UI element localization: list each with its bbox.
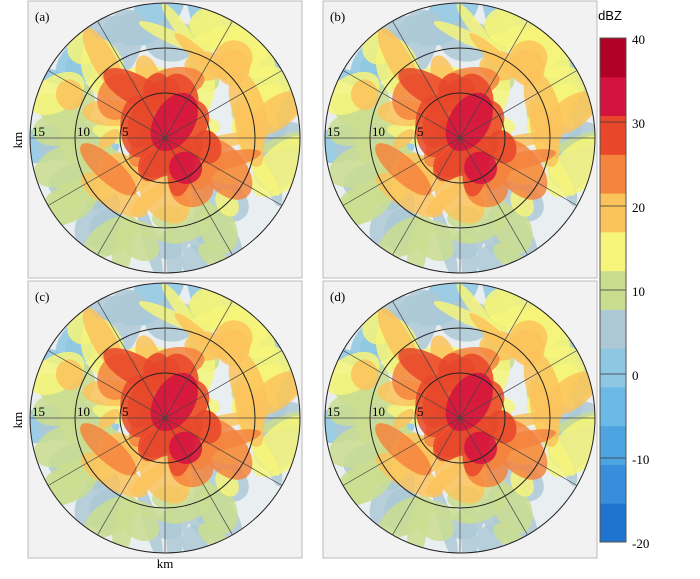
range-label: 15 — [327, 124, 340, 139]
colorbar-band — [600, 348, 626, 387]
colorbar-band — [600, 309, 626, 348]
range-label: 5 — [417, 124, 424, 139]
colorbar-band — [600, 38, 626, 77]
colorbar-band — [600, 116, 626, 155]
axis-label: km — [10, 412, 25, 429]
range-label: 15 — [32, 124, 45, 139]
colorbar-band — [600, 193, 626, 232]
colorbar-tick-label: -10 — [632, 452, 649, 467]
colorbar-title: dBZ — [598, 8, 622, 23]
colorbar-tick-label: 30 — [632, 116, 645, 131]
colorbar-band — [600, 503, 626, 542]
colorbar-band — [600, 387, 626, 426]
colorbar-tick-label: 40 — [632, 32, 645, 47]
range-label: 15 — [327, 404, 340, 419]
colorbar-band — [600, 154, 626, 193]
colorbar-tick-label: -20 — [632, 536, 649, 551]
colorbar-band — [600, 77, 626, 116]
figure: dBZ (a) 15 10 5 (b) 15 10 5 (c) 15 10 5 (d) 15 10 5 km km… — [0, 0, 700, 574]
range-label: 5 — [122, 124, 129, 139]
range-label: 10 — [372, 124, 385, 139]
panel-label: (a) — [35, 9, 49, 24]
panel-label: (c) — [35, 289, 49, 304]
colorbar-tick-label: 10 — [632, 284, 645, 299]
range-label: 5 — [417, 404, 424, 419]
range-label: 5 — [122, 404, 129, 419]
colorbar-band — [600, 464, 626, 503]
panel-label: (d) — [330, 289, 345, 304]
range-label: 10 — [77, 124, 90, 139]
axis-label: km — [10, 132, 25, 149]
colorbar-tick-label: 0 — [632, 368, 639, 383]
range-label: 10 — [372, 404, 385, 419]
colorbar-band — [600, 426, 626, 465]
panel-label: (b) — [330, 9, 345, 24]
range-label: 15 — [32, 404, 45, 419]
colorbar-band — [600, 232, 626, 271]
axis-label: km — [157, 556, 174, 571]
colorbar-tick-label: 20 — [632, 200, 645, 215]
range-label: 10 — [77, 404, 90, 419]
